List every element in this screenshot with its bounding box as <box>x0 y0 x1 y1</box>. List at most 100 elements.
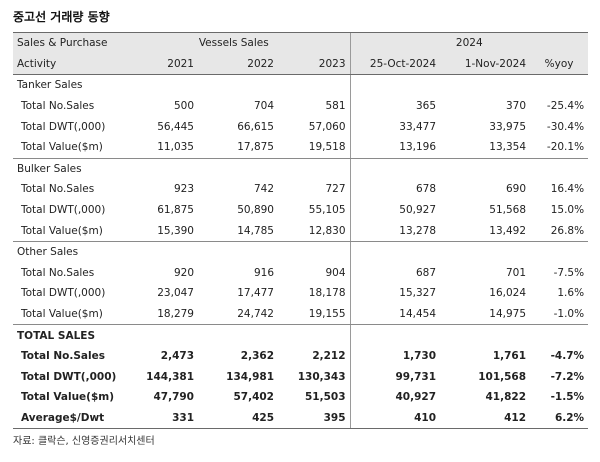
section-title: TOTAL SALES <box>17 329 96 342</box>
row-label: Total DWT(,000) <box>21 370 117 383</box>
cell-value: 50,890 <box>237 204 274 217</box>
cell-value: 13,196 <box>349 136 441 159</box>
cell-value: 2,473 <box>160 350 194 363</box>
cell-value: 6.2% <box>530 407 589 430</box>
cell-value: 23,047 <box>157 287 194 300</box>
cell-value: 12,830 <box>278 220 351 242</box>
cell-value: 50,927 <box>349 199 441 221</box>
cell-value: 13,354 <box>440 136 531 159</box>
cell-value: 144,381 <box>146 370 194 383</box>
table-row: Total DWT(,000) 23,047 17,477 18,178 15,327 1… <box>13 283 588 304</box>
cell-value: 365 <box>349 95 441 117</box>
cell-value: 916 <box>253 266 274 279</box>
cell-value: 26.8% <box>530 220 589 242</box>
cell-value: 55,105 <box>308 204 346 217</box>
cell-value: 701 <box>505 266 527 279</box>
cell-value: 1,761 <box>492 350 527 363</box>
cell-value: 2,212 <box>312 350 346 363</box>
cell-value: 18,279 <box>118 303 198 326</box>
cell-value: 130,343 <box>297 370 346 383</box>
header-2024: 2024 <box>349 31 589 54</box>
cell-value: 500 <box>173 100 194 113</box>
table-row: Total No.Sales 920 916 904 687 701 -7.5% <box>13 262 588 284</box>
cell-value: 687 <box>349 262 441 284</box>
cell-value: 41,822 <box>485 391 527 404</box>
cell-value: 17,875 <box>198 136 278 159</box>
cell-value: 904 <box>325 266 346 279</box>
row-label: Total DWT(,000) <box>21 204 106 217</box>
cell-value: 33,477 <box>349 116 441 137</box>
cell-value: 15,390 <box>118 220 198 242</box>
cell-value: 19,518 <box>278 136 351 159</box>
cell-value: 47,790 <box>153 391 194 404</box>
row-label: Total DWT(,000) <box>21 287 106 300</box>
cell-value: 40,927 <box>349 387 441 408</box>
cell-value: 14,454 <box>349 303 441 326</box>
cell-value: 101,568 <box>478 370 527 383</box>
cell-value: 370 <box>505 100 527 113</box>
header-col-2023: 2023 <box>278 53 351 76</box>
cell-value: 134,981 <box>226 370 274 383</box>
cell-value: 14,785 <box>198 220 278 242</box>
cell-value: 57,060 <box>308 120 346 133</box>
table-row: Average$/Dwt 331 425 395 410 412 6.2% <box>13 407 589 430</box>
cell-value: 13,278 <box>349 220 441 242</box>
table-row: Total Value($m) 47,790 57,402 51,503 40,927 4… <box>13 387 588 408</box>
cell-value: 51,503 <box>305 391 346 404</box>
row-label: Total DWT(,000) <box>21 120 106 133</box>
table-row: Total No.Sales 500 704 581 365 370 -25.4% <box>13 95 588 117</box>
table-row: Total DWT(,000) 144,381 134,981 130,343 99,7… <box>13 366 588 388</box>
cell-value: 66,615 <box>237 120 274 133</box>
cell-value: 704 <box>253 100 274 113</box>
cell-value: -1.5% <box>550 391 585 404</box>
table-row: Total No.Sales 2,473 2,362 2,212 1,730 1,761 -… <box>13 345 588 367</box>
row-label: Total Value($m) <box>13 220 118 242</box>
cell-value: -25.4% <box>546 100 585 113</box>
cell-value: 24,742 <box>198 303 278 326</box>
cell-value: 581 <box>325 100 346 113</box>
row-label: Total Value($m) <box>21 391 115 404</box>
cell-value: 15,327 <box>349 283 441 304</box>
row-label: Total Value($m) <box>13 303 118 326</box>
section-header-row: Other Sales <box>13 241 588 263</box>
header-activity: Activity <box>13 53 118 76</box>
cell-value: 425 <box>198 407 278 430</box>
table-row: Total Value($m) 18,279 24,742 19,155 14,454 1… <box>13 303 589 326</box>
cell-value: 16.4% <box>550 183 585 196</box>
section-header-row: TOTAL SALES <box>13 324 588 346</box>
row-label: Average$/Dwt <box>13 407 118 430</box>
cell-value: 395 <box>278 407 351 430</box>
cell-value: 51,568 <box>489 204 527 217</box>
section-title: Other Sales <box>17 246 79 259</box>
header-col-2022: 2022 <box>198 53 278 76</box>
header-vessels-sales: Vessels Sales <box>118 31 351 54</box>
cell-value: 16,024 <box>489 287 527 300</box>
header-col-yoy: %yoy <box>530 53 589 76</box>
sales-purchase-table: Sales & Purchase Vessels Sales 2024 Acti… <box>13 31 589 430</box>
header-col-2021: 2021 <box>118 53 198 76</box>
row-label: Total No.Sales <box>21 183 95 196</box>
header-sales-purchase: Sales & Purchase <box>13 31 118 54</box>
table-row: Total DWT(,000) 56,445 66,615 57,060 33,477 3… <box>13 116 588 137</box>
table-row: Total Value($m) 15,390 14,785 12,830 13,278 1… <box>13 220 589 242</box>
cell-value: -1.0% <box>530 303 589 326</box>
cell-value: 18,178 <box>308 287 346 300</box>
cell-value: 13,492 <box>440 220 531 242</box>
cell-value: 412 <box>440 407 531 430</box>
cell-value: -7.5% <box>553 266 585 279</box>
cell-value: 1,730 <box>349 345 441 367</box>
cell-value: 99,731 <box>349 366 441 388</box>
row-label: Total Value($m) <box>13 136 118 159</box>
table-title: 중고선 거래량 동향 <box>13 10 110 24</box>
cell-value: 14,975 <box>440 303 531 326</box>
cell-value: 57,402 <box>233 391 274 404</box>
cell-value: 1.6% <box>557 287 585 300</box>
cell-value: 727 <box>325 183 346 196</box>
cell-value: 61,875 <box>157 204 194 217</box>
cell-value: -7.2% <box>550 370 585 383</box>
section-title: Tanker Sales <box>17 79 83 92</box>
cell-value: 742 <box>253 183 274 196</box>
section-header-row: Bulker Sales <box>13 158 588 180</box>
cell-value: -4.7% <box>550 350 585 363</box>
section-title: Bulker Sales <box>17 162 82 175</box>
